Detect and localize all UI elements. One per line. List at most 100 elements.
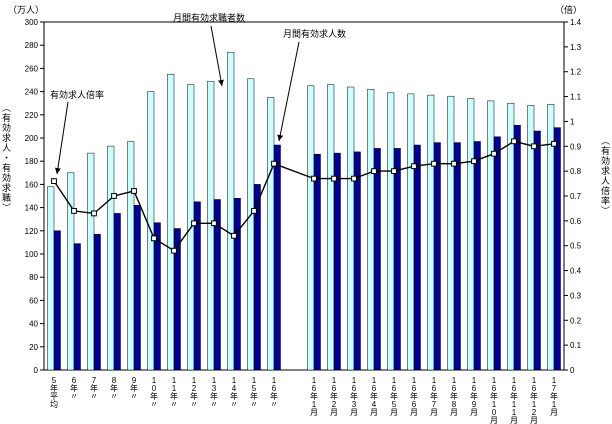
- ratio-marker: [51, 178, 57, 184]
- openings-bar: [253, 184, 261, 371]
- ratio-marker: [491, 150, 497, 157]
- x-axis-label: 1 5 年〃: [250, 376, 258, 409]
- x-axis-label: 1 3 年〃: [210, 376, 218, 409]
- right-tick-label: 0.3: [570, 291, 582, 300]
- openings-bar: [153, 222, 161, 371]
- ratio-marker: [531, 143, 537, 150]
- seekers-bar: [347, 86, 355, 371]
- right-tick-label: 0.5: [570, 242, 582, 251]
- openings-bar: [113, 213, 121, 371]
- openings-bar: [413, 144, 421, 371]
- x-axis-label: 6 年〃: [70, 376, 78, 401]
- left-tick-label: 240: [25, 88, 39, 97]
- seekers-bar: [387, 92, 395, 371]
- right-tick-label: 0.8: [570, 167, 582, 176]
- seekers-bar: [87, 152, 95, 371]
- right-tick-label: 1.4: [570, 18, 582, 27]
- openings-bar: [93, 234, 101, 371]
- ratio-marker: [251, 208, 257, 214]
- openings-bar: [53, 230, 61, 371]
- ratio-marker: [331, 175, 337, 182]
- x-axis-label: 5 年平均: [50, 376, 58, 409]
- left-tick-label: 300: [25, 18, 39, 27]
- ratio-marker: [431, 160, 437, 167]
- ratio-marker: [231, 232, 237, 239]
- right-tick-label: 0.9: [570, 142, 582, 151]
- left-tick-label: 80: [29, 273, 38, 282]
- openings-label: 月間有効求人数: [283, 28, 346, 39]
- right-axis-title: （有効求人倍率）: [600, 136, 610, 216]
- left-tick-label: 60: [29, 296, 38, 305]
- left-tick-label: 180: [25, 157, 39, 166]
- left-tick-label: 220: [25, 111, 39, 120]
- seekers-bar: [427, 94, 435, 371]
- seekers-bar: [167, 73, 175, 371]
- left-tick-label: 280: [25, 41, 39, 50]
- right-tick-label: 1.1: [570, 93, 582, 102]
- seekers-bar: [407, 93, 415, 371]
- left-tick-label: 100: [25, 250, 39, 259]
- ratio-marker: [511, 138, 517, 145]
- openings-bar: [493, 136, 501, 371]
- ratio-marker: [211, 220, 217, 227]
- openings-bar: [353, 151, 361, 371]
- openings-bar: [213, 199, 221, 371]
- left-tick-label: 0: [34, 366, 39, 375]
- openings-bar: [513, 124, 521, 371]
- x-axis-label: 9 年〃: [130, 376, 138, 401]
- seekers-bar: [127, 141, 135, 371]
- openings-bar: [553, 127, 561, 371]
- openings-bar: [173, 228, 181, 371]
- ratio-marker: [71, 208, 77, 214]
- ratio-label: 有効求人倍率: [50, 89, 104, 100]
- x-axis-label: 7 年〃: [90, 376, 98, 401]
- x-axis-label: 1 2 年〃: [190, 376, 198, 409]
- ratio-marker: [131, 188, 137, 194]
- seekers-bar: [247, 78, 255, 371]
- left-tick-label: 200: [25, 134, 39, 143]
- right-tick-label: 0.7: [570, 192, 582, 201]
- seekers-bar: [307, 85, 315, 371]
- ratio-marker: [111, 193, 117, 199]
- openings-label-arrow: [277, 41, 300, 142]
- seekers-bar: [267, 97, 275, 371]
- left-tick-label: 140: [25, 204, 39, 213]
- seekers-bar: [367, 89, 375, 371]
- seekers-label: 月間有効求職者数: [173, 12, 245, 23]
- bars-seekers-and-openings: 5 年平均 6 年〃 7 年〃 8 年〃 9 年〃 1 0 年〃 1 1 年〃 1 2 年〃 1 3 年〃 1 4 年〃 1 5 年〃…: [47, 51, 561, 424]
- ratio-marker: [351, 175, 357, 182]
- seekers-bar: [447, 95, 455, 371]
- openings-bar: [73, 243, 81, 371]
- x-axis-label: 1 0 年〃: [150, 376, 158, 409]
- left-axis-unit: （万人）: [8, 5, 45, 15]
- openings-bar: [333, 152, 341, 371]
- openings-bar: [373, 148, 381, 371]
- right-tick-label: 0.6: [570, 217, 582, 226]
- right-tick-label: 1.3: [570, 43, 582, 52]
- left-tick-label: 260: [25, 64, 39, 73]
- ratio-marker: [151, 235, 157, 242]
- ratio-marker: [91, 210, 97, 217]
- left-axis-title: （有効求人・有効求職）: [1, 103, 11, 213]
- ratio-marker: [471, 158, 477, 165]
- seekers-bar: [467, 98, 475, 371]
- right-tick-label: 0.4: [570, 267, 582, 276]
- openings-bar: [453, 142, 461, 371]
- right-axis-unit: （倍）: [554, 5, 582, 15]
- seekers-label-arrow: [210, 25, 224, 87]
- openings-bar: [473, 141, 481, 371]
- right-tick-label: 1.2: [570, 68, 582, 77]
- ratio-marker: [311, 175, 317, 182]
- ratio-marker: [271, 160, 277, 167]
